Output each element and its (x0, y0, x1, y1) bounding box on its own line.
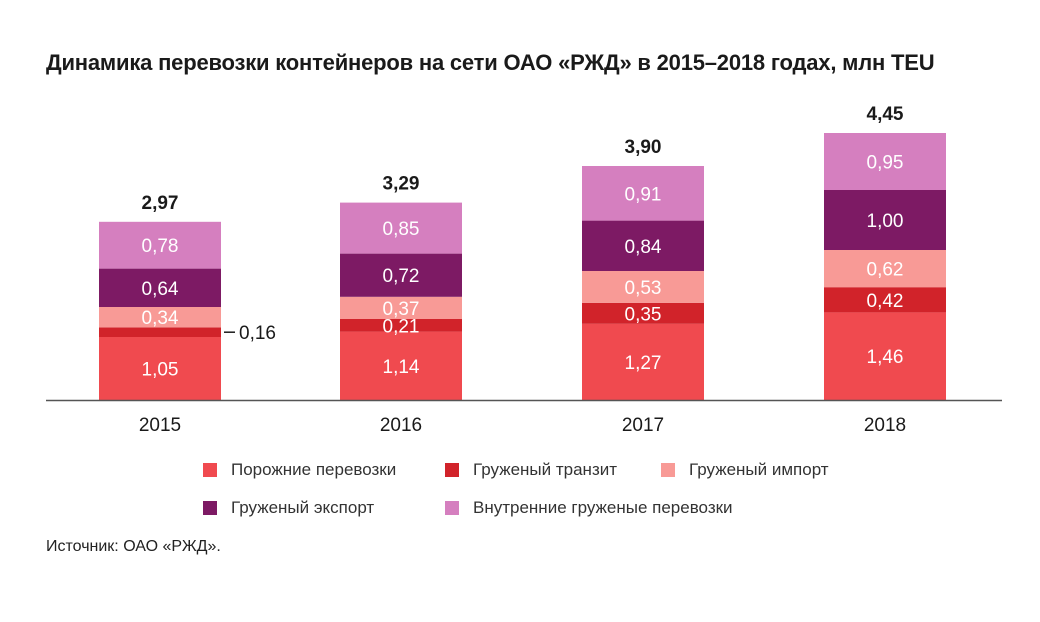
segment-label: 0,72 (383, 266, 420, 287)
segment-label: 0,95 (867, 153, 904, 174)
x-tick-label: 2016 (380, 415, 422, 436)
bar-segment (582, 323, 704, 400)
bar-segment (99, 268, 221, 307)
segment-label: 1,27 (625, 353, 662, 374)
bar-segment (99, 337, 221, 400)
segment-label: 0,78 (142, 236, 179, 257)
bar-segment (340, 319, 462, 332)
bar-segment (582, 166, 704, 221)
bar-segment (582, 271, 704, 303)
total-label: 2,97 (142, 193, 179, 214)
bar-segment (582, 220, 704, 271)
bar-segment (824, 250, 946, 288)
bar-segment (824, 190, 946, 250)
segment-label: 0,85 (383, 219, 420, 240)
source-note: Источник: ОАО «РЖД». (46, 538, 221, 555)
segment-label: 1,00 (867, 211, 904, 232)
segment-label: 0,16 (239, 323, 276, 344)
total-label: 3,90 (625, 137, 662, 158)
chart-title: Динамика перевозки контейнеров на сети О… (46, 50, 935, 75)
bar-segment (824, 133, 946, 190)
segment-label: 0,64 (142, 279, 179, 300)
segment-label: 0,37 (383, 299, 420, 320)
total-label: 3,29 (383, 174, 420, 195)
segment-label: 0,21 (383, 316, 420, 337)
segment-label: 1,05 (142, 360, 179, 381)
bar-segment (582, 302, 704, 324)
bar-segment (99, 307, 221, 328)
x-tick-label: 2015 (139, 415, 181, 436)
segment-label: 0,84 (625, 237, 662, 258)
bar-segment (340, 331, 462, 400)
segment-label: 0,34 (142, 308, 179, 329)
bar-segment (824, 287, 946, 313)
bar-segment (99, 327, 221, 337)
segment-label: 0,91 (625, 184, 662, 205)
segment-label: 0,62 (867, 260, 904, 281)
segment-label: 0,35 (625, 304, 662, 325)
segment-label: 1,46 (867, 347, 904, 368)
total-label: 4,45 (867, 104, 904, 125)
bar-segment (99, 221, 221, 269)
x-tick-label: 2017 (622, 415, 664, 436)
bar-segment (340, 296, 462, 319)
bar-segment (824, 312, 946, 400)
bar-segment (340, 253, 462, 297)
x-tick-label: 2018 (864, 415, 906, 436)
segment-label: 0,42 (867, 291, 904, 312)
segment-label: 1,14 (383, 357, 420, 378)
bar-segment (340, 202, 462, 254)
segment-label: 0,53 (625, 278, 662, 299)
